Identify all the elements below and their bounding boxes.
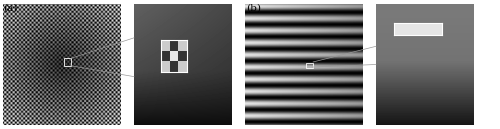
Text: (b): (b): [246, 4, 261, 13]
Bar: [64, 58, 70, 66]
Bar: [306, 63, 313, 68]
Text: (a): (a): [4, 4, 18, 13]
